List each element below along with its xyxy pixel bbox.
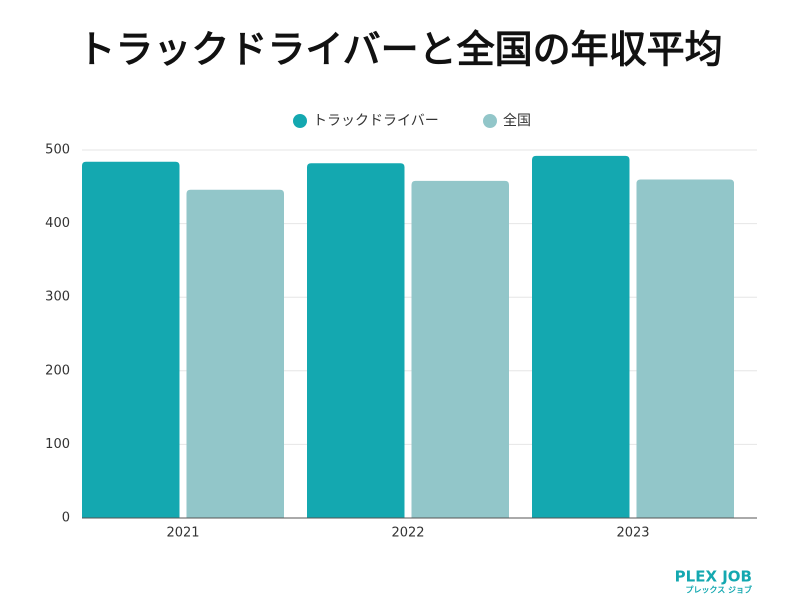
y-tick-label: 400 [45,216,70,231]
legend-label: トラックドライバー [313,113,439,129]
bar [532,155,630,518]
y-tick-label: 300 [45,290,70,305]
logo-subtitle: プレックス ジョブ [685,585,752,595]
y-tick-label: 500 [45,143,70,158]
y-tick-label: 100 [45,437,70,452]
bar [186,189,284,518]
bar [82,161,180,518]
x-tick-label: 2021 [166,526,199,541]
bar [636,179,734,518]
x-tick-label: 2022 [391,526,424,541]
bar [411,180,509,519]
y-tick-label: 0 [62,511,70,526]
y-tick-label: 200 [45,363,70,378]
legend-marker [293,114,307,128]
legend-marker [483,114,497,128]
logo-name: PLEX JOB [675,568,752,586]
x-tick-label: 2023 [616,526,649,541]
legend-label: 全国 [503,112,531,129]
chart-title: トラックドライバーと全国の年収平均 [77,28,722,72]
bar [307,163,405,519]
